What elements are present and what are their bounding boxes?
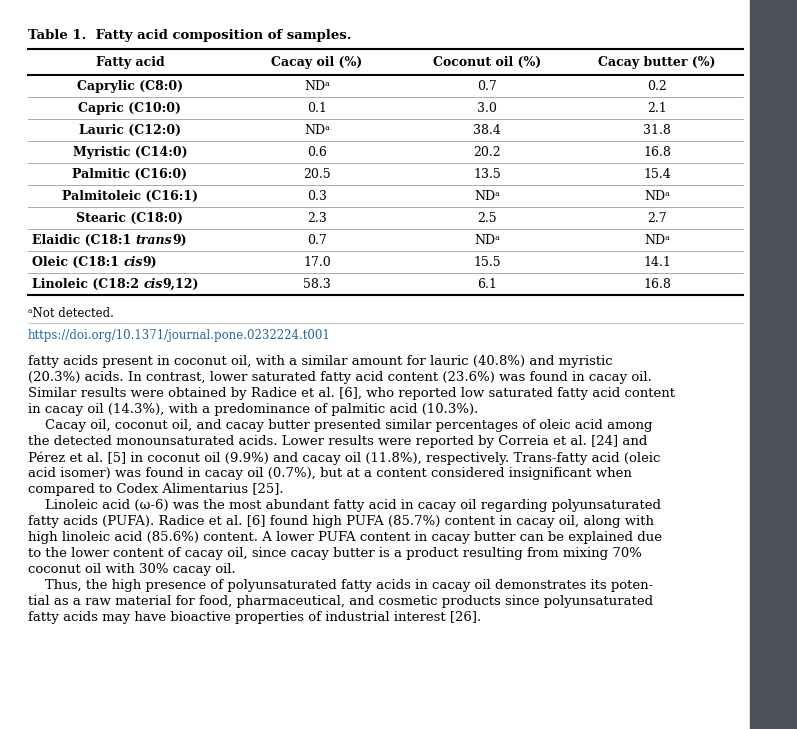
Text: 0.2: 0.2 (647, 79, 667, 93)
Text: 2.7: 2.7 (647, 211, 667, 225)
Text: coconut oil with 30% cacay oil.: coconut oil with 30% cacay oil. (28, 563, 236, 576)
Text: high linoleic acid (85.6%) content. A lower PUFA content in cacay butter can be : high linoleic acid (85.6%) content. A lo… (28, 531, 662, 544)
Text: Elaidic (C18:1: Elaidic (C18:1 (32, 233, 135, 246)
Text: 0.3: 0.3 (307, 190, 327, 203)
Text: Similar results were obtained by Radice et al. [6], who reported low saturated f: Similar results were obtained by Radice … (28, 387, 675, 400)
Text: Stearic (C18:0): Stearic (C18:0) (77, 211, 183, 225)
Text: (20.3%) acids. In contrast, lower saturated fatty acid content (23.6%) was found: (20.3%) acids. In contrast, lower satura… (28, 371, 652, 384)
Text: 15.5: 15.5 (473, 255, 501, 268)
Text: Capric (C10:0): Capric (C10:0) (78, 101, 182, 114)
Text: 3.0: 3.0 (477, 101, 497, 114)
Text: 31.8: 31.8 (643, 123, 671, 136)
Text: 0.7: 0.7 (477, 79, 497, 93)
Text: NDᵃ: NDᵃ (474, 233, 500, 246)
Text: ᵃNot detected.: ᵃNot detected. (28, 307, 114, 320)
Text: Fatty acid: Fatty acid (96, 55, 164, 69)
Text: Lauric (C12:0): Lauric (C12:0) (79, 123, 181, 136)
Text: Table 1.  Fatty acid composition of samples.: Table 1. Fatty acid composition of sampl… (28, 29, 351, 42)
Text: tial as a raw material for food, pharmaceutical, and cosmetic products since pol: tial as a raw material for food, pharmac… (28, 595, 653, 608)
Text: 58.3: 58.3 (303, 278, 331, 290)
Text: cis: cis (124, 255, 143, 268)
Text: 0.6: 0.6 (307, 146, 327, 158)
Text: 38.4: 38.4 (473, 123, 501, 136)
Text: NDᵃ: NDᵃ (644, 233, 670, 246)
Text: 2.3: 2.3 (307, 211, 327, 225)
Text: Palmitoleic (C16:1): Palmitoleic (C16:1) (62, 190, 198, 203)
Text: in cacay oil (14.3%), with a predominance of palmitic acid (10.3%).: in cacay oil (14.3%), with a predominanc… (28, 403, 478, 416)
Text: Myristic (C14:0): Myristic (C14:0) (73, 146, 187, 158)
Text: to the lower content of cacay oil, since cacay butter is a product resulting fro: to the lower content of cacay oil, since… (28, 547, 642, 560)
Text: Coconut oil (%): Coconut oil (%) (433, 55, 541, 69)
Text: 14.1: 14.1 (643, 255, 671, 268)
Text: 17.0: 17.0 (303, 255, 331, 268)
Text: 2.5: 2.5 (477, 211, 497, 225)
Text: NDᵃ: NDᵃ (474, 190, 500, 203)
Text: 16.8: 16.8 (643, 278, 671, 290)
Text: Cacay oil (%): Cacay oil (%) (271, 55, 363, 69)
Text: cis: cis (143, 278, 163, 290)
Text: fatty acids (PUFA). Radice et al. [6] found high PUFA (85.7%) content in cacay o: fatty acids (PUFA). Radice et al. [6] fo… (28, 515, 654, 528)
Text: 6.1: 6.1 (477, 278, 497, 290)
Text: NDᵃ: NDᵃ (644, 190, 670, 203)
Text: Linoleic acid (ω-6) was the most abundant fatty acid in cacay oil regarding poly: Linoleic acid (ω-6) was the most abundan… (28, 499, 661, 512)
Text: 15.4: 15.4 (643, 168, 671, 181)
Text: Caprylic (C8:0): Caprylic (C8:0) (77, 79, 183, 93)
Text: Palmitic (C16:0): Palmitic (C16:0) (73, 168, 187, 181)
Text: Cacay butter (%): Cacay butter (%) (599, 55, 716, 69)
Text: trans: trans (135, 233, 172, 246)
Text: Linoleic (C18:2: Linoleic (C18:2 (32, 278, 143, 290)
Text: Thus, the high presence of polyunsaturated fatty acids in cacay oil demonstrates: Thus, the high presence of polyunsaturat… (28, 579, 654, 592)
Text: 0.1: 0.1 (307, 101, 327, 114)
Text: 2.1: 2.1 (647, 101, 667, 114)
Text: 20.5: 20.5 (303, 168, 331, 181)
Text: compared to Codex Alimentarius [25].: compared to Codex Alimentarius [25]. (28, 483, 284, 496)
Text: 0.7: 0.7 (307, 233, 327, 246)
Text: 9): 9) (143, 255, 157, 268)
Text: fatty acids may have bioactive properties of industrial interest [26].: fatty acids may have bioactive propertie… (28, 611, 481, 624)
Text: acid isomer) was found in cacay oil (0.7%), but at a content considered insignif: acid isomer) was found in cacay oil (0.7… (28, 467, 632, 480)
Text: Cacay oil, coconut oil, and cacay butter presented similar percentages of oleic : Cacay oil, coconut oil, and cacay butter… (28, 419, 653, 432)
Text: 9,12): 9,12) (163, 278, 199, 290)
Text: 9): 9) (172, 233, 186, 246)
Text: Pérez et al. [5] in coconut oil (9.9%) and cacay oil (11.8%), respectively. Tran: Pérez et al. [5] in coconut oil (9.9%) a… (28, 451, 661, 464)
Text: 20.2: 20.2 (473, 146, 501, 158)
Text: 13.5: 13.5 (473, 168, 501, 181)
Text: https://doi.org/10.1371/journal.pone.0232224.t001: https://doi.org/10.1371/journal.pone.023… (28, 329, 331, 342)
Text: 16.8: 16.8 (643, 146, 671, 158)
Text: the detected monounsaturated acids. Lower results were reported by Correia et al: the detected monounsaturated acids. Lowe… (28, 435, 647, 448)
Text: NDᵃ: NDᵃ (304, 123, 330, 136)
Text: Oleic (C18:1: Oleic (C18:1 (32, 255, 124, 268)
Text: fatty acids present in coconut oil, with a similar amount for lauric (40.8%) and: fatty acids present in coconut oil, with… (28, 355, 613, 368)
Text: NDᵃ: NDᵃ (304, 79, 330, 93)
